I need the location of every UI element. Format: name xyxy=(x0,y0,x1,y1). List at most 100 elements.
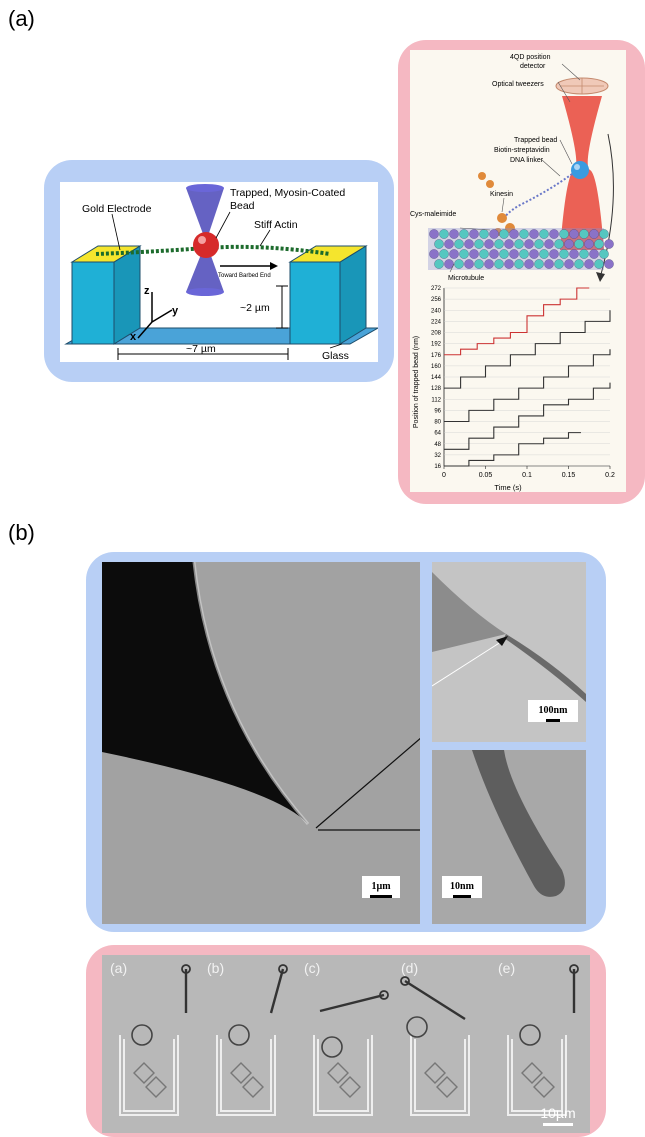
frame-drawing: (e) xyxy=(498,960,579,1116)
frame-probe-tip xyxy=(569,964,579,974)
label-optical-tweezers: Optical tweezers xyxy=(492,81,544,88)
chart-series-line-5 xyxy=(444,432,581,467)
chart-y-tick-label: 64 xyxy=(434,431,441,437)
tem-top-inset: 100nm xyxy=(432,562,586,742)
microtubule-subunit xyxy=(434,259,444,269)
axis-z-label: z xyxy=(144,285,150,297)
microtubule-subunit xyxy=(499,229,509,239)
microtubule-subunit xyxy=(554,259,564,269)
part-label-b: (b) xyxy=(8,520,35,545)
frames-scale-label: 10µm xyxy=(540,1105,576,1121)
chart-y-axis-label: Position of trapped bead (nm) xyxy=(413,336,420,428)
microtubule-subunit xyxy=(459,249,469,259)
chart-y-tick-label: 176 xyxy=(431,353,442,359)
label-glass: Glass xyxy=(322,350,349,362)
scale-bar-main: 1µm xyxy=(362,876,400,898)
frame-diamonds xyxy=(521,1062,555,1098)
label-kinesin: Kinesin xyxy=(490,191,513,198)
microtubule-subunit xyxy=(469,229,479,239)
label-dna-linker: DNA linker xyxy=(510,157,544,164)
frame-drawing: (a) xyxy=(110,960,191,1116)
stepping-chart: 16 32 48 64 80 96 112 128 144 160 176 192 208 224 240 2… xyxy=(413,286,615,492)
chart-x-tick-label: 0.2 xyxy=(605,472,615,479)
frames-strip: (a) (b) (c) (d) (e) xyxy=(102,955,590,1133)
label-width: ~7 µm xyxy=(186,343,216,355)
label-toward-barbed: Toward Barbed End xyxy=(218,273,271,279)
frame-gear xyxy=(228,1024,250,1046)
microtubule-subunit xyxy=(484,239,494,249)
chart-y-tick-label: 272 xyxy=(431,286,442,292)
microtubule-subunit xyxy=(504,259,514,269)
chart-y-tick-label: 32 xyxy=(434,453,441,459)
microtubule-subunit xyxy=(479,249,489,259)
microtubule-subunit xyxy=(544,239,554,249)
frame-diamonds xyxy=(424,1062,458,1098)
microtubule-subunit xyxy=(584,259,594,269)
chart-series-line-2 xyxy=(444,310,611,389)
microtubule-subunit xyxy=(599,249,609,259)
frame-1: (a) xyxy=(104,955,201,1133)
frame-4: (d) xyxy=(395,955,492,1133)
microtubule-subunit xyxy=(589,249,599,259)
chart-x-tick-label: 0.15 xyxy=(562,472,576,479)
frame-diamonds xyxy=(133,1062,167,1098)
microtubule-subunit xyxy=(549,249,559,259)
microtubule-subunit xyxy=(494,239,504,249)
microtubule-subunit xyxy=(459,229,469,239)
microtubule-subunit xyxy=(444,239,454,249)
label-height: ~2 µm xyxy=(240,302,270,314)
chart-y-tick-label: 96 xyxy=(434,408,441,414)
microtubule-subunit xyxy=(524,239,534,249)
chart-x-tick-label: 0.1 xyxy=(522,472,532,479)
frame-gear xyxy=(519,1024,541,1046)
chart-series-line-1 xyxy=(444,287,590,356)
frame-gear xyxy=(131,1024,153,1046)
frame-label: (c) xyxy=(304,960,320,976)
microtubule-subunit xyxy=(554,239,564,249)
trap-schematic: Gold Electrode Trapped, Myosin-Coated Be… xyxy=(60,182,378,362)
microtubule-subunit xyxy=(604,239,614,249)
label-biotin: Biotin-streptavidin xyxy=(494,147,550,154)
microtubule-subunit xyxy=(579,229,589,239)
label-stiff-actin: Stiff Actin xyxy=(254,219,298,231)
axis-y-label: y xyxy=(172,305,179,317)
microtubule-subunit xyxy=(529,229,539,239)
microtubule-subunit xyxy=(594,259,604,269)
microtubule-subunit xyxy=(454,239,464,249)
scale-bottom-label: 10nm xyxy=(450,881,474,892)
frame-3: (c) xyxy=(298,955,395,1133)
kinesin-illustration: 4QD position detector Optical tweezers T… xyxy=(410,54,614,282)
chart-y-tick-label: 112 xyxy=(431,397,441,403)
microtubule-subunit xyxy=(519,229,529,239)
chart-y-tick-label: 240 xyxy=(431,308,442,314)
frame-5: (e) xyxy=(492,955,589,1133)
tem-main-svg xyxy=(102,562,420,831)
label-qd-line2: detector xyxy=(520,63,546,70)
microtubule-subunit xyxy=(559,229,569,239)
frame-probe xyxy=(319,993,385,1013)
chart-x-axis-label: Time (s) xyxy=(494,483,522,492)
frame-probe-tip xyxy=(400,976,410,986)
frame-gear xyxy=(406,1016,428,1038)
panel-a-right-frame: 4QD position detector Optical tweezers T… xyxy=(398,40,645,504)
frame-container xyxy=(410,1035,470,1116)
chart-y-tick-label: 160 xyxy=(431,364,442,370)
microtubule-subunit xyxy=(429,249,439,259)
label-bead-line1: Trapped, Myosin-Coated xyxy=(230,187,345,199)
microtubule-subunit xyxy=(494,259,504,269)
microtubule-subunit xyxy=(464,239,474,249)
microtubule-subunit xyxy=(564,259,574,269)
frame-label: (a) xyxy=(110,960,127,976)
microtubule-subunit xyxy=(529,249,539,259)
microtubule-subunit xyxy=(539,229,549,239)
microtubule-subunit xyxy=(449,229,459,239)
frame-container xyxy=(119,1035,179,1116)
frame-probe-tip xyxy=(379,990,389,1000)
axis-x-label: x xyxy=(130,331,137,343)
microtubule-subunit xyxy=(429,229,439,239)
microtubule-subunit xyxy=(509,229,519,239)
microtubule-subunit xyxy=(524,259,534,269)
tem-top-svg xyxy=(432,572,586,702)
panel-a-right-inner: 4QD position detector Optical tweezers T… xyxy=(410,50,626,492)
microtubule-subunit xyxy=(434,239,444,249)
